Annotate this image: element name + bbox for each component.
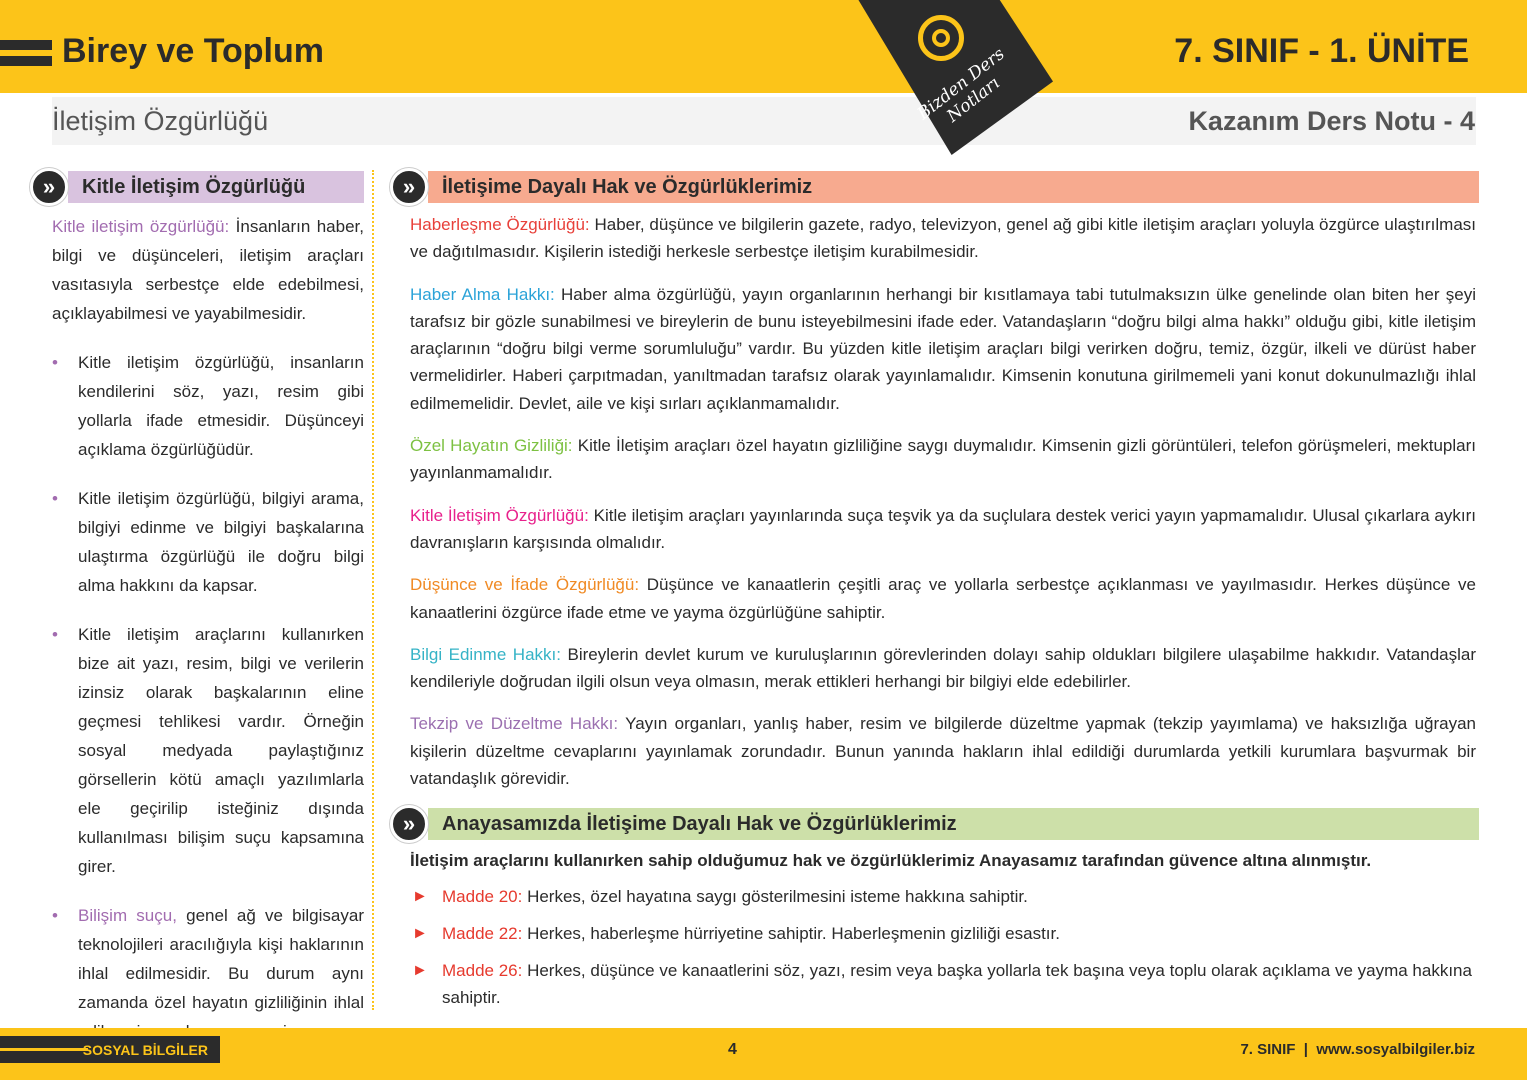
madde-item: ► Madde 26: Herkes, düşünce ve kanaatleri… (410, 957, 1480, 1011)
right-section-heading: İletişime Dayalı Hak ve Özgürlüklerimiz … (390, 168, 1479, 206)
madde-item: ► Madde 20: Herkes, özel hayatına saygı g… (410, 883, 1480, 910)
bullet-item: Kitle iletişim özgürlüğü, insanların ken… (52, 348, 364, 464)
unit-label: 7. SINIF - 1. ÜNİTE (1174, 32, 1469, 70)
left-section-heading: Kitle İletişim Özgürlüğü » (30, 168, 364, 206)
item-dusunce: Düşünce ve İfade Özgürlüğü: Düşünce ve k… (410, 575, 1476, 622)
footer-bar (0, 1028, 1527, 1080)
item-bilgi-edinme: Bilgi Edinme Hakkı: Bireylerin devlet ku… (410, 644, 1477, 692)
column-divider (372, 170, 374, 1010)
header-bar (0, 0, 1527, 93)
madde-item: ► Madde 22: Herkes, haberleşme hürriyetin… (410, 920, 1480, 947)
target-icon (918, 15, 964, 61)
footer-website: 7. SINIF | www.sosyalbilgiler.biz (1240, 1041, 1475, 1058)
page-number: 4 (728, 1041, 737, 1058)
left-column: Kitle iletişim özgürlüğü: İnsanların hab… (52, 212, 364, 1066)
stripes-icon (0, 40, 52, 66)
bullet-item: Kitle iletişim araçlarını kullanırken bi… (52, 620, 364, 881)
item-ozel-hayat: Özel Hayatın Gizliliği: Kitle İletişim a… (410, 436, 1476, 483)
topic-title: İletişim Özgürlüğü (52, 106, 269, 136)
item-haber-alma: Haber Alma Hakkı: Haber alma özgürlüğü, … (410, 284, 1476, 413)
item-haberlesme: Haberleşme Özgürlüğü: Haber, düşünce ve … (410, 215, 1476, 262)
item-tekzip: Tekzip ve Düzeltme Hakkı: Yayın organlar… (410, 714, 1476, 789)
triangle-right-icon: ► (412, 888, 428, 905)
right-column: Haberleşme Özgürlüğü: Haber, düşünce ve … (410, 211, 1476, 807)
subtitle-bar (52, 97, 1476, 145)
footer-subject: SOSYAL BİLGİLER (0, 1036, 220, 1063)
triangle-right-icon: ► (412, 962, 428, 979)
triangle-right-icon: ► (412, 925, 428, 942)
chevron-icon: » (390, 168, 428, 206)
constitution-heading: Anayasamızda İletişime Dayalı Hak ve Özg… (390, 805, 1479, 843)
constitution-intro: İletişim araçlarını kullanırken sahip ol… (410, 851, 1372, 870)
bullet-item: Bilişim suçu, genel ağ ve bilgisayar tek… (52, 901, 364, 1046)
constitution-block: İletişim araçlarını kullanırken sahip ol… (410, 850, 1480, 1021)
item-kitle-iletisim: Kitle İletişim Özgürlüğü: Kitle iletişim… (410, 505, 1476, 552)
chevron-icon: » (390, 805, 428, 843)
bullet-item: Kitle iletişim özgürlüğü, bilgiyi arama,… (52, 484, 364, 600)
definition: Kitle iletişim özgürlüğü: İnsanların hab… (52, 217, 364, 323)
chevron-icon: » (30, 168, 68, 206)
chapter-title: Birey ve Toplum (62, 32, 324, 70)
note-label: Kazanım Ders Notu - 4 (1188, 106, 1475, 136)
